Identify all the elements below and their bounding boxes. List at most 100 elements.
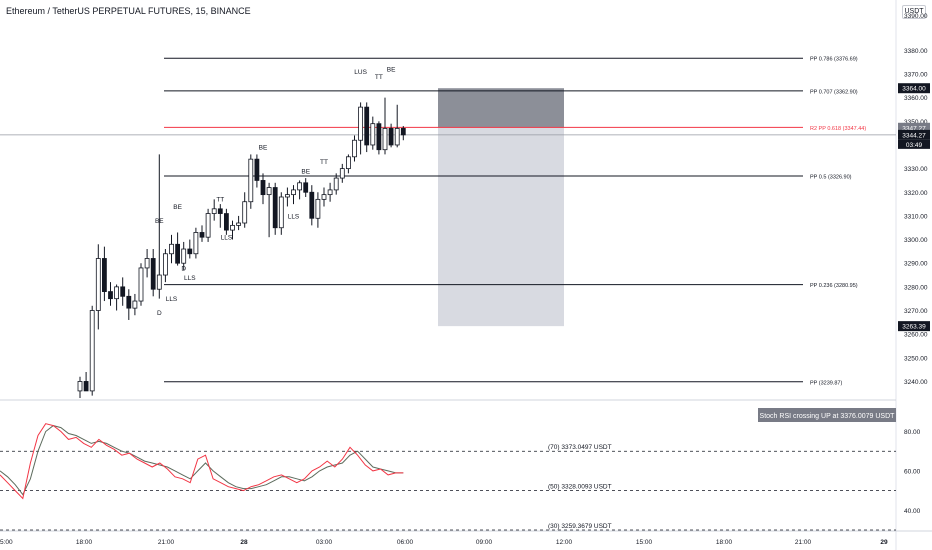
- chart-annotation: D: [181, 265, 186, 272]
- candle-body: [95, 258, 101, 311]
- pivot-levels: PP 0.786 (3376.69) PP 0.707 (3362.90) R2 P…: [0, 57, 896, 386]
- time-tick: 29: [880, 539, 888, 546]
- price-tick: 3270.00: [904, 308, 928, 315]
- pivot-label: PP 0.236 (3280.95): [810, 283, 858, 289]
- candle-body: [114, 286, 119, 300]
- position-zones: [438, 88, 564, 327]
- candle-body: [83, 381, 89, 392]
- candle-body: [358, 106, 364, 141]
- candle-body: [102, 258, 107, 292]
- candle-body: [126, 295, 132, 309]
- rsi-level-label: (70) 3373.0497 USDT: [548, 444, 612, 451]
- price-label-box: [898, 122, 930, 133]
- candle-body: [315, 198, 321, 219]
- price-tick: 3380.00: [904, 48, 928, 55]
- candle-body: [370, 123, 376, 146]
- chart-annotation: BE: [155, 218, 164, 225]
- chart-annotation: LLS: [221, 235, 233, 242]
- candle-body: [236, 222, 242, 226]
- candle-body: [211, 208, 217, 214]
- candle-body: [108, 291, 113, 300]
- pivot-label: PP (3239.87): [810, 380, 842, 386]
- price-tick: 3320.00: [904, 190, 928, 197]
- candle-body: [284, 194, 290, 198]
- price-tick: 3260.00: [904, 332, 928, 339]
- time-axis: 5:00 18:00 21:00 28 03:00 06:00 09:00 12:00 15:0…: [0, 539, 888, 546]
- candle-body: [327, 189, 333, 196]
- candle-body: [120, 286, 126, 297]
- time-tick: 18:00: [76, 539, 93, 546]
- candle-body: [230, 224, 235, 231]
- candles: [77, 97, 406, 398]
- price-tick: 3310.00: [904, 213, 928, 220]
- time-tick: 21:00: [795, 539, 812, 546]
- pivot-label: R2 PP 0.618 (3347.44): [810, 126, 866, 132]
- rsi-level-label: (50) 3328.0093 USDT: [548, 484, 612, 491]
- candle-body: [144, 258, 150, 269]
- stoch-rsi-d-line: [0, 425, 404, 496]
- time-tick: 03:00: [316, 539, 333, 546]
- time-tick: 28: [240, 539, 248, 546]
- candle-body: [89, 310, 95, 392]
- chart-annotation: LLS: [166, 296, 178, 303]
- candle-body: [321, 194, 327, 200]
- candle-body: [339, 168, 345, 179]
- candle-body: [382, 128, 388, 151]
- countdown-text: 03:49: [906, 142, 923, 149]
- candle-body: [376, 123, 382, 151]
- currency-selector[interactable]: USDT: [902, 5, 926, 19]
- candle-body: [169, 243, 174, 255]
- candle-body: [364, 106, 370, 146]
- candle-body: [181, 248, 187, 264]
- stoch-rsi-k-line: [0, 423, 404, 500]
- candle-body: [248, 158, 254, 203]
- countdown-box: [898, 139, 930, 149]
- time-tick: 09:00: [476, 539, 493, 546]
- price-tick: 3300.00: [904, 237, 928, 244]
- candle-body: [272, 187, 278, 229]
- candle-body: [297, 182, 303, 191]
- candle-body: [388, 128, 394, 146]
- candle-body: [303, 182, 309, 193]
- price-label-text: 3347.27: [902, 125, 926, 132]
- price-tick: 3240.00: [904, 379, 928, 386]
- rsi-tick: 60.00: [904, 468, 921, 475]
- time-tick: 15:00: [636, 539, 653, 546]
- candle-body: [400, 128, 406, 136]
- time-tick: 5:00: [0, 539, 13, 546]
- price-tick: 3290.00: [904, 261, 928, 268]
- candle-body: [333, 177, 339, 191]
- candle-body: [193, 232, 199, 255]
- rsi-tick: 40.00: [904, 508, 921, 515]
- candle-body: [205, 213, 211, 238]
- chart-annotation: LLS: [288, 213, 300, 220]
- candle-body: [309, 191, 315, 219]
- price-tick: 3280.00: [904, 284, 928, 291]
- chart-title: Ethereum / TetherUS PERPETUAL FUTURES, 1…: [6, 6, 251, 16]
- chart-annotation: TT: [216, 197, 224, 204]
- candle-body: [394, 128, 400, 146]
- chart-annotation: BE: [301, 168, 310, 175]
- candle-body: [254, 158, 260, 181]
- candle-body: [162, 253, 168, 276]
- chart-annotation: BE: [259, 145, 268, 152]
- price-tick: 3250.00: [904, 355, 928, 362]
- alert-text: Stoch RSI crossing UP at 3376.0079 USDT: [760, 413, 896, 420]
- stop-loss-zone: [438, 88, 564, 128]
- price-tick: 3370.00: [904, 72, 928, 79]
- time-tick: 06:00: [397, 539, 414, 546]
- price-tick: 3330.00: [904, 166, 928, 173]
- candle-body: [187, 248, 193, 255]
- chart-annotation: TT: [375, 74, 383, 81]
- candle-body: [345, 156, 351, 170]
- price-label-text: 3263.39: [902, 324, 926, 331]
- take-profit-zone: [438, 127, 564, 327]
- candle-body: [150, 258, 156, 290]
- candle-body: [138, 267, 144, 302]
- alert-box: [758, 408, 896, 422]
- price-label-box: [898, 83, 930, 94]
- candle-body: [77, 381, 83, 392]
- rsi-tick: 80.00: [904, 429, 921, 436]
